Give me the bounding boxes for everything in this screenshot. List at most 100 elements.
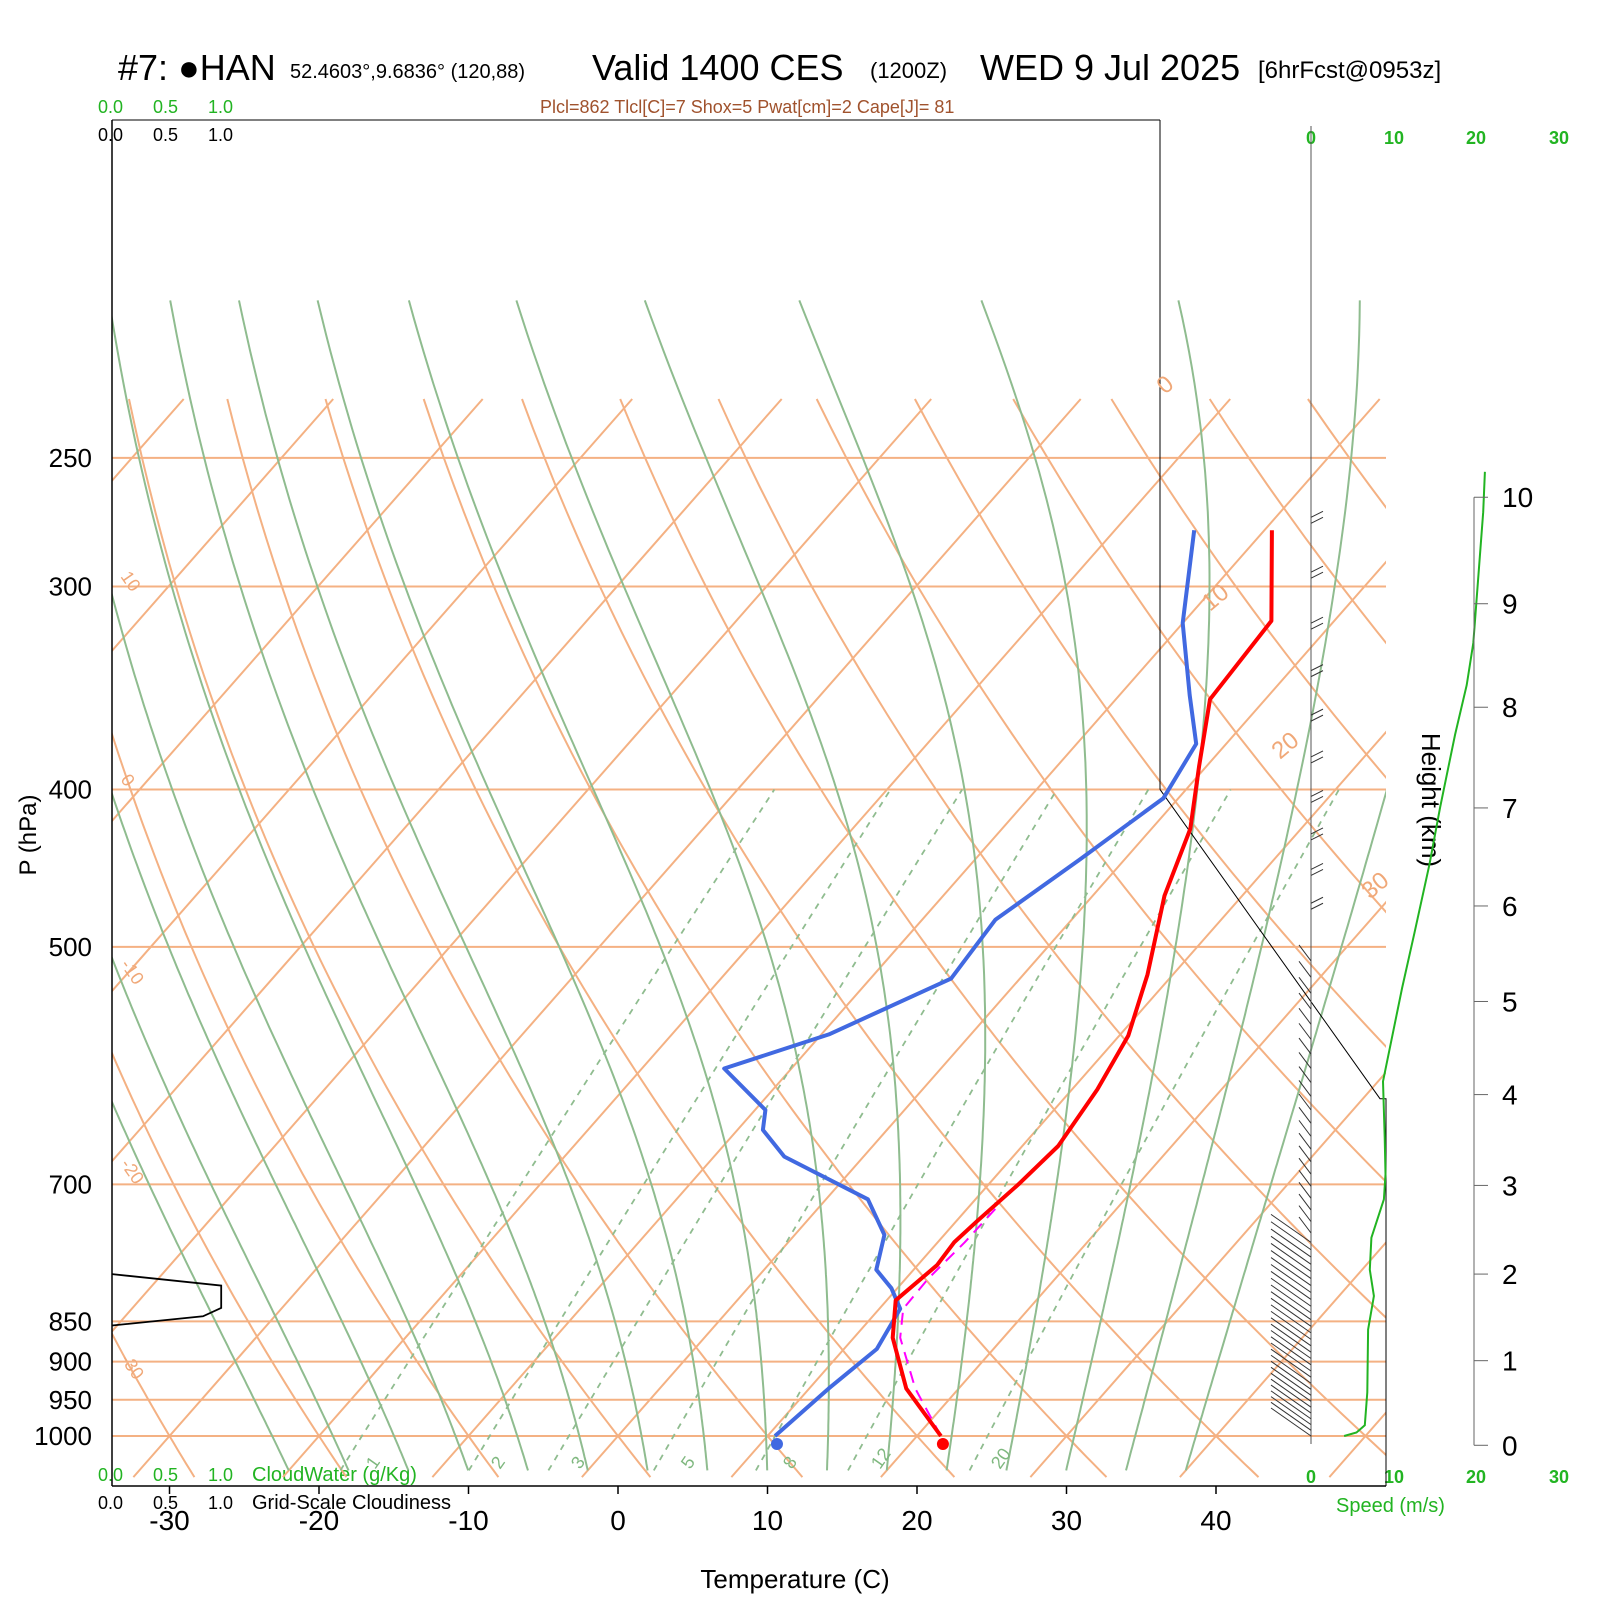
wind-barb-high-272 <box>1310 510 1324 518</box>
wind-barb-mid-510 <box>1298 944 1312 962</box>
wind-barb-low-880 <box>1270 1317 1312 1347</box>
wind-barb-low-912 <box>1270 1342 1312 1372</box>
cloud-scale-top-black-0: 0.0 <box>98 125 123 145</box>
wind-barb-low-944 <box>1270 1366 1312 1396</box>
isotherm-30 <box>1029 1070 1386 1478</box>
isotherm--60 <box>112 398 633 993</box>
dry-adiabat-0 <box>128 398 652 1478</box>
thermo-grid <box>0 300 1600 1478</box>
wind-barb-mid-618 <box>1298 1080 1312 1097</box>
isotherm--30 <box>132 398 1082 1478</box>
speed-ticks-bottom: 0 10 20 30 <box>1306 1467 1569 1487</box>
isotherm-0 <box>581 560 1386 1478</box>
moist-adiabat-24 <box>798 300 987 1471</box>
moist-adiabat-0 <box>169 300 589 1471</box>
wind-barb-low-864 <box>1270 1304 1312 1334</box>
isotherm--70 <box>112 398 484 823</box>
cloud-scale-top-green-1: 0.5 <box>153 97 178 117</box>
wind-barbs <box>1270 126 1486 1444</box>
wind-barb-high-316 <box>1310 616 1324 624</box>
wind-barb-mid-558 <box>1298 1008 1312 1025</box>
mixing-ratio-12 <box>847 789 1232 1471</box>
temp-tick-30: 30 <box>1051 1505 1082 1536</box>
pressure-tick-1000: 1000 <box>34 1421 92 1451</box>
moist-adiabat--16 <box>112 955 350 1471</box>
mixing-ratio-5 <box>653 789 1058 1471</box>
cloudiness-trace <box>112 1273 223 1327</box>
dry-adiabat-label-30: 30 <box>1357 867 1395 905</box>
height-tick-2: 2 <box>1502 1259 1518 1290</box>
cloud-scale-bottom-black-1: 0.5 <box>153 1493 178 1513</box>
wind-barb-mid-750 <box>1298 1216 1312 1234</box>
wind-barb-low-928 <box>1270 1354 1312 1384</box>
wind-barb-low-800 <box>1270 1250 1312 1279</box>
wind-barb-low-904 <box>1270 1336 1312 1366</box>
valid-date: WED 9 Jul 2025 <box>980 47 1240 88</box>
pressure-tick-300: 300 <box>49 571 92 601</box>
temp-tick--20: -20 <box>299 1505 339 1536</box>
wind-barb-low-968 <box>1270 1384 1312 1414</box>
moist-adiabat-28 <box>980 300 1088 1471</box>
dry-adiabat--40 <box>0 399 42 1477</box>
utc-time: (1200Z) <box>870 58 947 83</box>
wind-barb-high2-360 <box>1310 714 1324 722</box>
wind-barb-mid-534 <box>1298 977 1312 994</box>
wind-barb-mid-570 <box>1298 1023 1312 1040</box>
stability-indices: Plcl=862 Tlcl[C]=7 Shox=5 Pwat[cm]=2 Cap… <box>540 97 954 117</box>
moist-adiabat-4 <box>238 300 649 1471</box>
wind-barb-mid-522 <box>1298 960 1312 978</box>
speed-tick-bottom-30: 30 <box>1549 1467 1569 1487</box>
height-tick-1: 1 <box>1502 1346 1518 1377</box>
wind-barb-high-426 <box>1310 827 1324 835</box>
dry-adiabat-80 <box>914 398 1386 1049</box>
dry-adiabat-label-10: 10 <box>1197 579 1235 617</box>
cloud-scale-bottom-green-2: 1.0 <box>208 1465 233 1485</box>
dry-adiabat--20 <box>112 1050 348 1478</box>
moist-adiabat--12 <box>112 790 410 1471</box>
isotherm-40 <box>1179 1241 1386 1478</box>
speed-tick-top-10: 10 <box>1384 128 1404 148</box>
wind-barb-mid-666 <box>1298 1132 1312 1150</box>
moist-adiabat-8 <box>316 300 709 1471</box>
isotherm-label-10: 10 <box>117 567 145 595</box>
speed-tick-bottom-10: 10 <box>1384 1467 1404 1487</box>
temp-tick--10: -10 <box>448 1505 488 1536</box>
wind-barb-high-294 <box>1310 565 1324 573</box>
mixing-ratio-8 <box>755 789 1150 1471</box>
wind-barb-high2-294 <box>1310 571 1324 579</box>
dry-adiabat-120 <box>1307 398 1386 510</box>
height-tick-0: 0 <box>1502 1430 1518 1461</box>
cloud-scale-top-black-1: 0.5 <box>153 125 178 145</box>
cloud-scale-bottom: 0.0 0.5 1.0 CloudWater (g/Kg) 0.0 0.5 1.… <box>98 1464 451 1514</box>
dry-adiabat-40 <box>521 398 1260 1478</box>
isotherm--50 <box>112 398 783 1163</box>
wind-barb-low-992 <box>1270 1401 1312 1431</box>
pressure-tick-400: 400 <box>49 774 92 804</box>
height-tick-3: 3 <box>1502 1170 1518 1201</box>
wind-barb-high2-338 <box>1310 670 1324 678</box>
wind-barb-low-768 <box>1270 1221 1312 1251</box>
dry-adiabat-100 <box>1110 398 1386 780</box>
temp-tick-0: 0 <box>610 1505 626 1536</box>
wind-barb-high-360 <box>1310 708 1324 716</box>
mixing-ratio-label-5: 5 <box>677 1453 699 1473</box>
dry-adiabat-140 <box>1504 399 1600 1477</box>
wind-barb-mid-582 <box>1298 1037 1312 1055</box>
cloud-scale-top-black-2: 1.0 <box>208 125 233 145</box>
height-tick-4: 4 <box>1502 1080 1518 1111</box>
wind-barb-mid-630 <box>1298 1093 1312 1111</box>
dry-adiabat-20 <box>324 398 956 1478</box>
wind-barb-low-824 <box>1270 1270 1312 1300</box>
isotherm-60 <box>1479 399 1600 1477</box>
height-tick-9: 9 <box>1502 589 1518 620</box>
mixing-ratio-label-2: 2 <box>487 1453 509 1473</box>
wind-barb-high2-382 <box>1310 756 1324 764</box>
dry-adiabat-10 <box>226 398 804 1478</box>
dry-adiabat-70 <box>815 398 1386 1184</box>
cloud-scale-top-green-2: 1.0 <box>208 97 233 117</box>
mixing-ratio-3 <box>547 789 963 1471</box>
y-axis-title: P (hPa) <box>15 795 42 876</box>
speed-ticks-top: 0 10 20 30 <box>1306 128 1569 148</box>
wind-barb-mid-594 <box>1298 1052 1312 1069</box>
temp-tick--30: -30 <box>149 1505 189 1536</box>
